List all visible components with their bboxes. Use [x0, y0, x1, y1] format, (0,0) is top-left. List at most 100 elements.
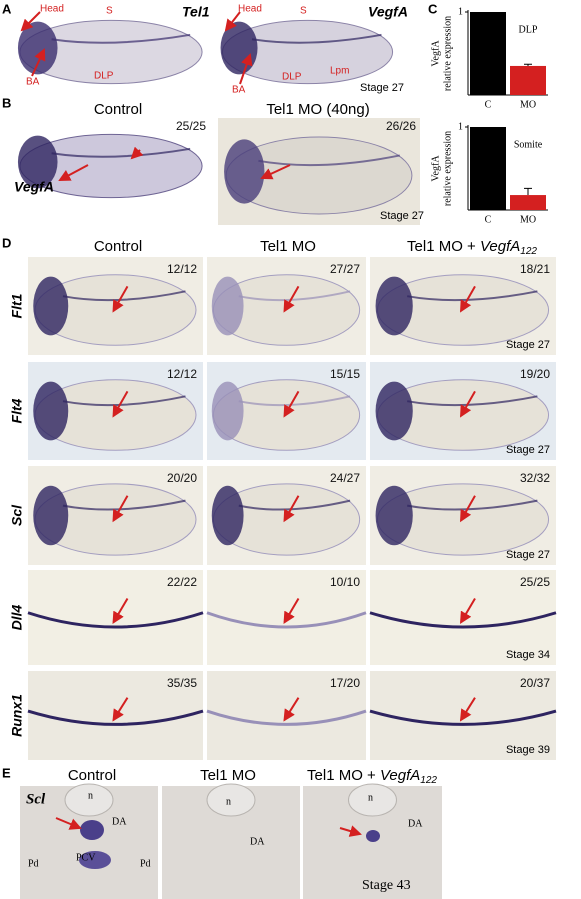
annotation: Head	[40, 4, 64, 15]
stain	[366, 830, 380, 842]
chart-title: Somite	[514, 139, 543, 150]
annotation: DLP	[282, 72, 302, 83]
arrow	[58, 164, 89, 181]
column-header: Tel1 MO + VegfA122	[307, 767, 437, 786]
vessel	[258, 154, 400, 167]
panel-label: E	[2, 765, 11, 780]
annotation: PCV	[76, 852, 96, 863]
stage-label: Stage 27	[360, 82, 404, 94]
arrow	[112, 390, 129, 418]
vessel	[27, 611, 204, 629]
row-label: Runx1	[9, 694, 25, 737]
gene-label: Scl	[26, 791, 46, 807]
stain	[80, 820, 104, 840]
count: 12/12	[167, 262, 197, 276]
arrow	[459, 697, 476, 722]
count: 10/10	[330, 575, 360, 589]
bar	[510, 195, 546, 210]
embryo-head	[211, 485, 244, 546]
column-header: Tel1 MO	[200, 767, 256, 784]
stage-label: Stage 27	[506, 444, 550, 456]
count: 24/27	[330, 471, 360, 485]
vessel	[206, 611, 367, 629]
count: 20/20	[167, 471, 197, 485]
annotation: S	[106, 6, 113, 17]
arrow	[260, 164, 291, 180]
arrow	[459, 597, 476, 624]
annotation: n	[226, 796, 231, 807]
panel-label: C	[428, 1, 438, 16]
count: 26/26	[386, 119, 416, 133]
arrow	[224, 11, 241, 32]
embryo-head	[211, 276, 244, 336]
bar	[470, 127, 506, 210]
y-axis-label: VegfA	[430, 40, 441, 67]
header-subscript: 122	[420, 775, 437, 786]
arrow	[112, 697, 129, 722]
arrow	[112, 495, 129, 523]
annotation: n	[88, 790, 93, 801]
row-layer: Flt1 12/12 27/27 18/21 Stage 27 Flt4 12/12 15/1…	[9, 262, 551, 756]
annotation: Head	[238, 4, 262, 15]
row-label: Dll4	[9, 604, 25, 630]
x-tick-label: MO	[520, 214, 536, 225]
header-part: Tel1 MO +	[407, 238, 480, 255]
annotation: Pd	[140, 858, 151, 869]
count: 18/21	[520, 262, 550, 276]
count: 17/20	[330, 676, 360, 690]
arrow	[339, 825, 362, 837]
column-header: Tel1 MO	[260, 238, 316, 255]
gene-label: Tel1	[182, 4, 210, 20]
count: 27/27	[330, 262, 360, 276]
arrow-layer	[20, 11, 476, 837]
annotation: Pd	[28, 858, 39, 869]
annotation: DA	[112, 816, 127, 827]
y-tick-label: 1	[458, 6, 463, 17]
count: 22/22	[167, 575, 197, 589]
row-label: Flt4	[9, 398, 25, 423]
arrow	[239, 53, 253, 85]
x-tick-label: C	[485, 214, 492, 225]
embryo-head	[224, 139, 265, 204]
column-header: Control	[94, 238, 142, 255]
panel-label: D	[2, 235, 11, 250]
header-gene: VegfA	[380, 767, 420, 784]
gene-label: VegfA	[368, 4, 408, 20]
vessel	[369, 611, 557, 629]
embryo-head	[33, 381, 69, 441]
count: 32/32	[520, 471, 550, 485]
annotation: S	[300, 6, 307, 17]
stage-label: Stage 27	[506, 549, 550, 561]
embryo-head	[211, 381, 244, 441]
annotation: Lpm	[330, 66, 349, 77]
annotation: BA	[232, 85, 246, 96]
bar	[510, 65, 546, 95]
neural-tube	[206, 783, 256, 817]
vessel	[369, 709, 557, 726]
vessel	[51, 33, 191, 44]
embryo-head	[375, 276, 413, 336]
error-bar	[524, 63, 532, 66]
condition-label: Tel1 MO (40ng)	[266, 101, 369, 118]
column-header: Control	[68, 767, 116, 784]
arrow	[460, 390, 476, 418]
arrow	[283, 390, 300, 418]
arrow	[460, 285, 476, 313]
stain	[79, 851, 111, 869]
header-gene: VegfA	[480, 238, 520, 255]
arrow	[283, 285, 300, 313]
vessel	[27, 709, 204, 726]
count: 19/20	[520, 367, 550, 381]
vessel	[251, 33, 382, 44]
annotation: DA	[250, 836, 265, 847]
stage-label: Stage 39	[506, 744, 550, 756]
x-tick-label: C	[485, 99, 492, 110]
embryo-head	[33, 276, 69, 336]
embryo-head	[17, 135, 58, 189]
arrow	[283, 697, 300, 722]
stage-label: Stage 27	[380, 210, 424, 222]
arrow	[31, 48, 46, 77]
stage-label: Stage 27	[506, 339, 550, 351]
arrow	[283, 495, 300, 523]
